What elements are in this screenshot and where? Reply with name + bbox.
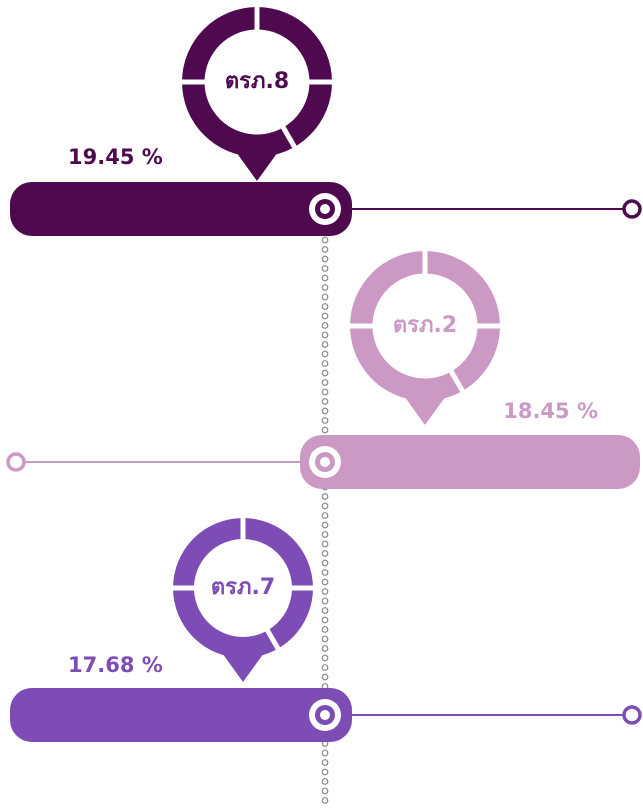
dot bbox=[321, 673, 329, 681]
end-node bbox=[622, 705, 642, 725]
dot bbox=[321, 531, 329, 538]
pin-inner bbox=[204, 29, 310, 135]
dot bbox=[321, 350, 329, 358]
dot bbox=[321, 645, 329, 652]
dot bbox=[321, 303, 329, 310]
dot bbox=[321, 265, 329, 272]
dot bbox=[321, 369, 329, 377]
dot bbox=[321, 331, 329, 339]
end-node bbox=[622, 199, 642, 219]
ring-core bbox=[320, 204, 330, 214]
bar bbox=[10, 688, 352, 742]
dot bbox=[321, 493, 329, 500]
bar bbox=[300, 435, 640, 489]
dot bbox=[321, 664, 329, 671]
dot bbox=[321, 759, 329, 766]
dot bbox=[321, 597, 329, 605]
pin-gap bbox=[447, 366, 466, 394]
ring-core bbox=[320, 710, 330, 720]
item: ตรภ.2 18.45 % bbox=[6, 249, 640, 489]
dot bbox=[321, 797, 329, 804]
percent-label: 18.45 % bbox=[503, 399, 598, 423]
ring-core bbox=[320, 457, 330, 467]
dot bbox=[321, 512, 329, 519]
dot bbox=[321, 559, 329, 567]
dot bbox=[321, 550, 329, 557]
percent-label: 19.45 % bbox=[68, 145, 163, 169]
dot bbox=[321, 768, 329, 776]
dot bbox=[321, 521, 329, 529]
dot bbox=[321, 588, 329, 595]
pin-gap bbox=[279, 122, 298, 150]
dot bbox=[321, 569, 329, 576]
percent-label: 17.68 % bbox=[68, 653, 163, 677]
dot bbox=[321, 626, 329, 633]
dot bbox=[321, 749, 329, 757]
pin-inner bbox=[372, 273, 478, 379]
pin-label: ตรภ.8 bbox=[225, 69, 289, 94]
dot bbox=[321, 426, 329, 434]
pin-gap bbox=[263, 626, 282, 652]
end-node bbox=[6, 452, 26, 472]
dot bbox=[321, 502, 329, 510]
dot bbox=[321, 654, 329, 662]
dot bbox=[321, 360, 329, 367]
dot bbox=[321, 635, 329, 643]
pin-label: ตรภ.7 bbox=[211, 575, 275, 600]
dot bbox=[321, 341, 329, 348]
dot bbox=[321, 255, 329, 263]
dot bbox=[321, 246, 329, 253]
dot bbox=[321, 274, 329, 282]
dot bbox=[321, 407, 329, 415]
dot bbox=[321, 236, 329, 244]
dot bbox=[321, 398, 329, 405]
dot bbox=[321, 322, 329, 329]
dot bbox=[321, 417, 329, 424]
dot bbox=[321, 379, 329, 386]
dot bbox=[321, 540, 329, 548]
bar bbox=[10, 182, 352, 236]
dot bbox=[321, 312, 329, 320]
dot bbox=[321, 388, 329, 396]
dot bbox=[321, 787, 329, 795]
dot bbox=[321, 778, 329, 785]
item: ตรภ.8 19.45 % bbox=[10, 5, 642, 236]
pin-label: ตรภ.2 bbox=[393, 313, 457, 338]
pin-inner bbox=[194, 539, 292, 637]
dot bbox=[321, 616, 329, 624]
dot bbox=[321, 284, 329, 291]
item: ตรภ.7 17.68 % bbox=[10, 516, 642, 742]
dot bbox=[321, 578, 329, 586]
dot bbox=[321, 607, 329, 614]
dot bbox=[321, 293, 329, 301]
